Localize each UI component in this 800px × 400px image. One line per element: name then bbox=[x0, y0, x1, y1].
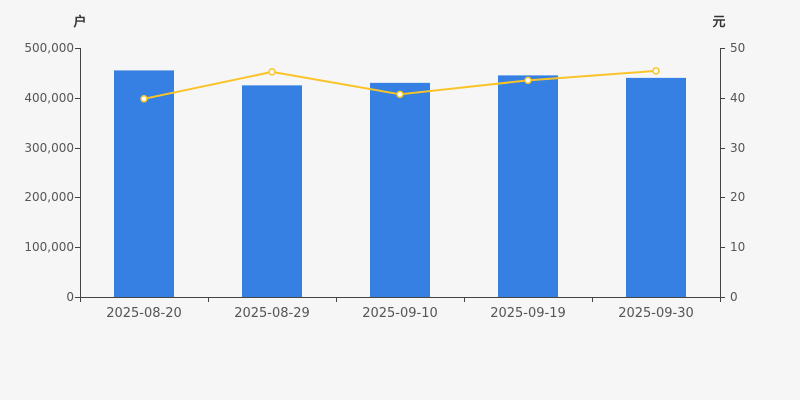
right-axis-tick-label: 0 bbox=[730, 290, 738, 304]
left-axis-tick-label: 0 bbox=[66, 290, 74, 304]
x-axis-category-label: 2025-08-29 bbox=[234, 306, 310, 321]
bar-2025-08-29 bbox=[242, 85, 302, 297]
left-axis-tick-label: 500,000 bbox=[24, 41, 74, 55]
price-line-point-2025-09-30 bbox=[652, 67, 660, 75]
x-axis-category-label: 2025-08-20 bbox=[106, 306, 182, 321]
bar-2025-09-30 bbox=[626, 77, 686, 297]
x-axis-category-label: 2025-09-19 bbox=[490, 306, 566, 321]
right-axis-tick-label: 40 bbox=[730, 91, 746, 105]
right-axis-tick-label: 50 bbox=[730, 41, 746, 55]
bar-2025-09-19 bbox=[498, 75, 558, 297]
price-line-point-2025-09-10 bbox=[396, 90, 404, 99]
bar-2025-09-10 bbox=[370, 82, 430, 297]
price-line-point-2025-08-29 bbox=[268, 68, 276, 76]
right-axis-tick-label: 10 bbox=[730, 240, 746, 254]
right-axis-tick-label: 20 bbox=[730, 190, 746, 204]
x-axis-category-label: 2025-09-30 bbox=[618, 306, 694, 321]
right-axis-name: 元 bbox=[712, 15, 726, 30]
left-axis-tick-label: 200,000 bbox=[24, 190, 74, 204]
price-line-point-2025-08-20 bbox=[140, 95, 148, 103]
bar-2025-08-20 bbox=[114, 70, 174, 297]
x-axis-category-label: 2025-09-10 bbox=[362, 306, 438, 321]
left-axis-name: 户 bbox=[73, 15, 87, 30]
left-axis-tick-label: 100,000 bbox=[24, 240, 74, 254]
left-axis-tick-label: 400,000 bbox=[24, 91, 74, 105]
price-line-point-2025-09-19 bbox=[524, 76, 532, 85]
left-axis-tick-label: 300,000 bbox=[24, 141, 74, 155]
right-axis-tick-label: 30 bbox=[730, 141, 746, 155]
